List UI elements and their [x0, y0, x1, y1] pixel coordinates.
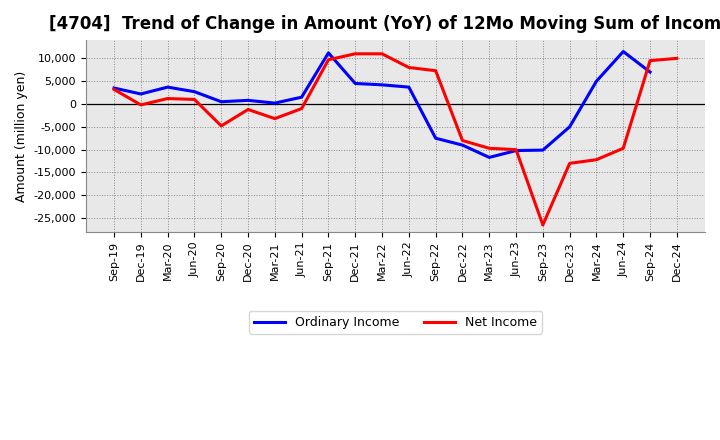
Net Income — [244, 107, 253, 112]
Net Income — [539, 222, 547, 227]
Y-axis label: Amount (million yen): Amount (million yen) — [15, 70, 28, 202]
Ordinary Income — [163, 84, 172, 90]
Net Income — [485, 146, 494, 151]
Ordinary Income — [405, 84, 413, 90]
Ordinary Income — [351, 81, 359, 86]
Ordinary Income — [619, 49, 628, 54]
Ordinary Income — [271, 100, 279, 106]
Title: [4704]  Trend of Change in Amount (YoY) of 12Mo Moving Sum of Incomes: [4704] Trend of Change in Amount (YoY) o… — [49, 15, 720, 33]
Ordinary Income — [378, 82, 387, 88]
Ordinary Income — [485, 155, 494, 160]
Ordinary Income — [109, 85, 118, 91]
Net Income — [646, 58, 654, 63]
Net Income — [324, 57, 333, 62]
Net Income — [109, 87, 118, 92]
Net Income — [619, 146, 628, 151]
Net Income — [271, 116, 279, 121]
Ordinary Income — [297, 95, 306, 100]
Ordinary Income — [646, 70, 654, 75]
Ordinary Income — [539, 147, 547, 153]
Ordinary Income — [324, 50, 333, 55]
Net Income — [431, 68, 440, 73]
Line: Net Income: Net Income — [114, 54, 677, 225]
Ordinary Income — [592, 79, 600, 84]
Net Income — [565, 161, 574, 166]
Line: Ordinary Income: Ordinary Income — [114, 51, 650, 158]
Net Income — [458, 138, 467, 143]
Ordinary Income — [512, 148, 521, 153]
Ordinary Income — [190, 89, 199, 94]
Net Income — [217, 123, 225, 128]
Net Income — [672, 56, 681, 61]
Net Income — [190, 97, 199, 102]
Net Income — [351, 51, 359, 56]
Ordinary Income — [458, 143, 467, 148]
Net Income — [405, 65, 413, 70]
Legend: Ordinary Income, Net Income: Ordinary Income, Net Income — [248, 311, 542, 334]
Net Income — [163, 96, 172, 101]
Ordinary Income — [431, 136, 440, 141]
Net Income — [512, 147, 521, 152]
Ordinary Income — [565, 124, 574, 129]
Net Income — [137, 102, 145, 107]
Ordinary Income — [217, 99, 225, 104]
Net Income — [297, 106, 306, 111]
Net Income — [378, 51, 387, 56]
Ordinary Income — [137, 92, 145, 97]
Ordinary Income — [244, 98, 253, 103]
Net Income — [592, 157, 600, 162]
